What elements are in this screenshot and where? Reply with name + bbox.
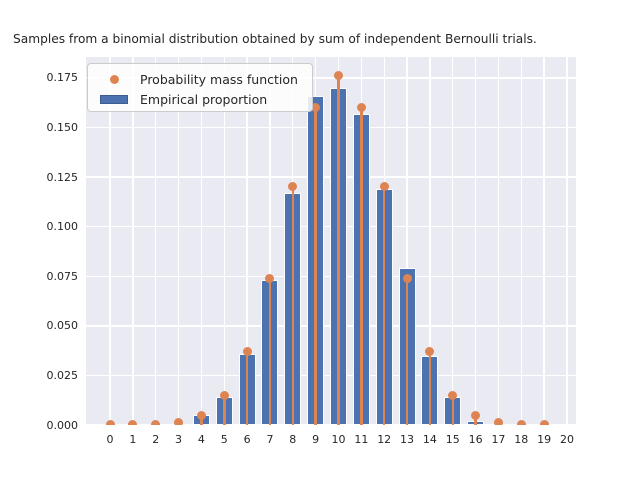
pmf-dot: [219, 391, 229, 401]
gridline-vertical: [246, 57, 248, 425]
pmf-stem: [360, 107, 363, 425]
x-axis-tick-label: 0: [106, 433, 114, 446]
pmf-dot: [105, 420, 115, 425]
pmf-stem: [382, 186, 386, 425]
pmf-dot: [448, 391, 458, 401]
x-axis-tick-label: 14: [422, 433, 437, 446]
pmf-dot: [471, 411, 481, 421]
y-axis-tick-label: 0.100: [46, 220, 79, 234]
x-axis-tick-label: 5: [220, 433, 228, 446]
x-axis-tick-label: 18: [514, 433, 529, 446]
legend: Probability mass function Empirical propo…: [87, 63, 313, 112]
pmf-dot: [516, 420, 526, 425]
legend-item-label: Probability mass function: [140, 71, 298, 87]
gridline-vertical: [452, 57, 454, 425]
pmf-dot: [356, 102, 366, 112]
pmf-stem: [337, 75, 340, 425]
x-axis-tick-label: 16: [468, 433, 483, 446]
x-axis-tick-label: 19: [537, 433, 552, 446]
plot-area: [86, 57, 576, 425]
x-axis-tick-label: 10: [331, 433, 346, 446]
x-axis-tick-label: 2: [152, 433, 160, 446]
x-axis-tick-label: 1: [129, 433, 137, 446]
y-axis-tick-label: 0.150: [46, 121, 79, 135]
pmf-stem: [268, 278, 272, 425]
pmf-stem: [245, 351, 249, 425]
gridline-vertical: [474, 57, 477, 425]
gridline-vertical: [543, 57, 545, 425]
pmf-dot: [311, 102, 321, 112]
x-axis-tick-label: 17: [491, 433, 506, 446]
x-axis-tick-label: 4: [197, 433, 205, 446]
x-axis-tick-label: 7: [266, 433, 274, 446]
gridline-vertical: [109, 57, 111, 425]
gridline-vertical: [269, 57, 271, 425]
x-axis-tick-label: 8: [289, 433, 297, 446]
gridline-vertical: [177, 57, 180, 425]
pmf-dot: [425, 347, 435, 357]
x-axis-tick-label: 13: [400, 433, 415, 446]
pmf-stem: [314, 107, 317, 425]
y-axis-tick-label: 0.025: [46, 368, 79, 382]
gridline-vertical: [520, 57, 522, 425]
gridline-vertical: [200, 57, 203, 425]
legend-bar-marker-zone: [88, 94, 140, 104]
pmf-dot: [196, 411, 206, 421]
x-axis-tick-label: 15: [445, 433, 460, 446]
y-axis-tick-label: 0.000: [46, 418, 79, 432]
chart-title: Samples from a binomial distribution obt…: [13, 32, 537, 46]
x-axis-tick-label: 9: [312, 433, 320, 446]
pmf-dot: [242, 347, 252, 357]
gridline-vertical: [155, 57, 157, 425]
pmf-stem: [451, 395, 454, 425]
x-axis-tick-label: 6: [243, 433, 251, 446]
gridline-vertical: [132, 57, 134, 425]
x-axis-tick-label: 20: [560, 433, 574, 446]
x-axis-tick-label: 12: [377, 433, 392, 446]
pmf-stem: [200, 415, 203, 425]
pmf-dot: [493, 418, 503, 425]
pmf-dot: [402, 273, 412, 283]
gridline-vertical: [566, 57, 568, 425]
pmf-stem: [405, 278, 409, 425]
x-axis-tick-label: 3: [175, 433, 183, 446]
pmf-dot: [128, 420, 138, 425]
gridline-horizontal: [86, 77, 576, 79]
gridline-vertical: [429, 57, 431, 425]
x-axis-tick-label: 11: [354, 433, 369, 446]
legend-item-label: Empirical proportion: [140, 91, 268, 107]
pmf-stem: [223, 395, 226, 425]
pmf-dot: [379, 182, 389, 192]
pmf-dot: [151, 420, 161, 425]
pmf-dot: [539, 420, 549, 425]
pmf-stem: [428, 351, 432, 425]
pmf-stem: [474, 415, 477, 425]
gridline-vertical: [406, 57, 408, 425]
pmf-stem: [291, 186, 295, 425]
gridline-vertical: [223, 57, 225, 425]
pmf-dot-icon: [109, 74, 119, 84]
gridline-vertical: [497, 57, 500, 425]
y-axis-tick-label: 0.075: [46, 269, 79, 283]
pmf-dot: [174, 418, 184, 425]
bar-swatch-icon: [100, 94, 128, 104]
y-axis-tick-label: 0.175: [46, 71, 79, 85]
pmf-dot: [288, 182, 298, 192]
legend-dot-marker-zone: [88, 74, 140, 84]
y-axis-tick-label: 0.050: [46, 319, 79, 333]
legend-item: Empirical proportion: [88, 89, 312, 109]
pmf-dot: [265, 273, 275, 283]
legend-item: Probability mass function: [88, 69, 312, 89]
pmf-dot: [334, 71, 343, 81]
y-axis-tick-label: 0.125: [46, 170, 79, 184]
